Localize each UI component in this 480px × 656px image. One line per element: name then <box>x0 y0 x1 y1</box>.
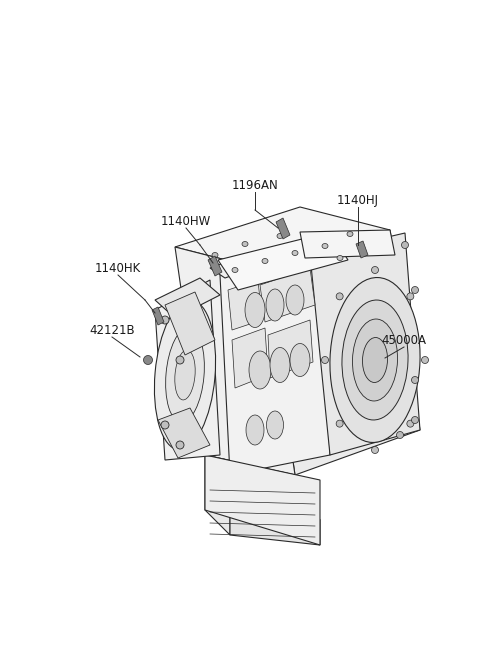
Polygon shape <box>175 207 390 270</box>
Polygon shape <box>205 455 320 545</box>
Polygon shape <box>220 252 330 475</box>
Ellipse shape <box>372 266 379 274</box>
Ellipse shape <box>347 232 353 237</box>
Ellipse shape <box>411 287 419 293</box>
Ellipse shape <box>144 356 153 365</box>
Ellipse shape <box>249 351 271 389</box>
Ellipse shape <box>407 293 414 300</box>
Ellipse shape <box>342 300 408 420</box>
Polygon shape <box>152 307 164 325</box>
Polygon shape <box>310 233 420 455</box>
Ellipse shape <box>336 293 343 300</box>
Ellipse shape <box>411 377 419 384</box>
Ellipse shape <box>232 268 238 272</box>
Ellipse shape <box>212 253 218 258</box>
Polygon shape <box>155 278 220 318</box>
Text: 1140HW: 1140HW <box>161 215 211 228</box>
Ellipse shape <box>161 316 169 324</box>
Ellipse shape <box>290 344 310 377</box>
Ellipse shape <box>161 421 169 429</box>
Polygon shape <box>205 455 320 520</box>
Ellipse shape <box>286 285 304 315</box>
Polygon shape <box>165 292 215 355</box>
Ellipse shape <box>266 289 284 321</box>
Ellipse shape <box>396 432 404 438</box>
Ellipse shape <box>270 348 290 382</box>
Polygon shape <box>356 241 368 258</box>
Polygon shape <box>265 230 420 475</box>
Polygon shape <box>300 230 395 258</box>
Polygon shape <box>175 247 295 475</box>
Text: 45000A: 45000A <box>382 334 427 347</box>
Ellipse shape <box>245 293 265 327</box>
Polygon shape <box>232 328 268 388</box>
Polygon shape <box>230 500 320 545</box>
Polygon shape <box>228 280 262 330</box>
Ellipse shape <box>362 337 387 382</box>
Ellipse shape <box>175 350 195 400</box>
Polygon shape <box>158 408 210 458</box>
Ellipse shape <box>176 356 184 364</box>
Ellipse shape <box>352 319 397 401</box>
Polygon shape <box>205 455 230 535</box>
Ellipse shape <box>330 277 420 442</box>
Polygon shape <box>218 232 348 290</box>
Ellipse shape <box>336 420 343 427</box>
Ellipse shape <box>262 258 268 264</box>
Text: 1140HJ: 1140HJ <box>337 194 379 207</box>
Polygon shape <box>276 218 290 239</box>
Ellipse shape <box>401 241 408 249</box>
Ellipse shape <box>266 411 284 439</box>
Polygon shape <box>208 256 222 276</box>
Ellipse shape <box>372 447 379 453</box>
Ellipse shape <box>337 255 343 260</box>
Polygon shape <box>155 280 220 460</box>
Ellipse shape <box>421 356 429 363</box>
Text: 1140HK: 1140HK <box>95 262 141 275</box>
Polygon shape <box>268 320 313 378</box>
Ellipse shape <box>166 327 204 422</box>
Ellipse shape <box>322 243 328 249</box>
Ellipse shape <box>246 415 264 445</box>
Text: 1196AN: 1196AN <box>232 179 278 192</box>
Ellipse shape <box>242 241 248 247</box>
Text: 42121B: 42121B <box>89 324 135 337</box>
Ellipse shape <box>292 251 298 255</box>
Ellipse shape <box>407 420 414 427</box>
Ellipse shape <box>176 441 184 449</box>
Ellipse shape <box>411 417 419 424</box>
Polygon shape <box>210 252 270 278</box>
Ellipse shape <box>277 234 283 239</box>
Ellipse shape <box>322 356 328 363</box>
Polygon shape <box>260 268 315 322</box>
Ellipse shape <box>155 300 216 450</box>
